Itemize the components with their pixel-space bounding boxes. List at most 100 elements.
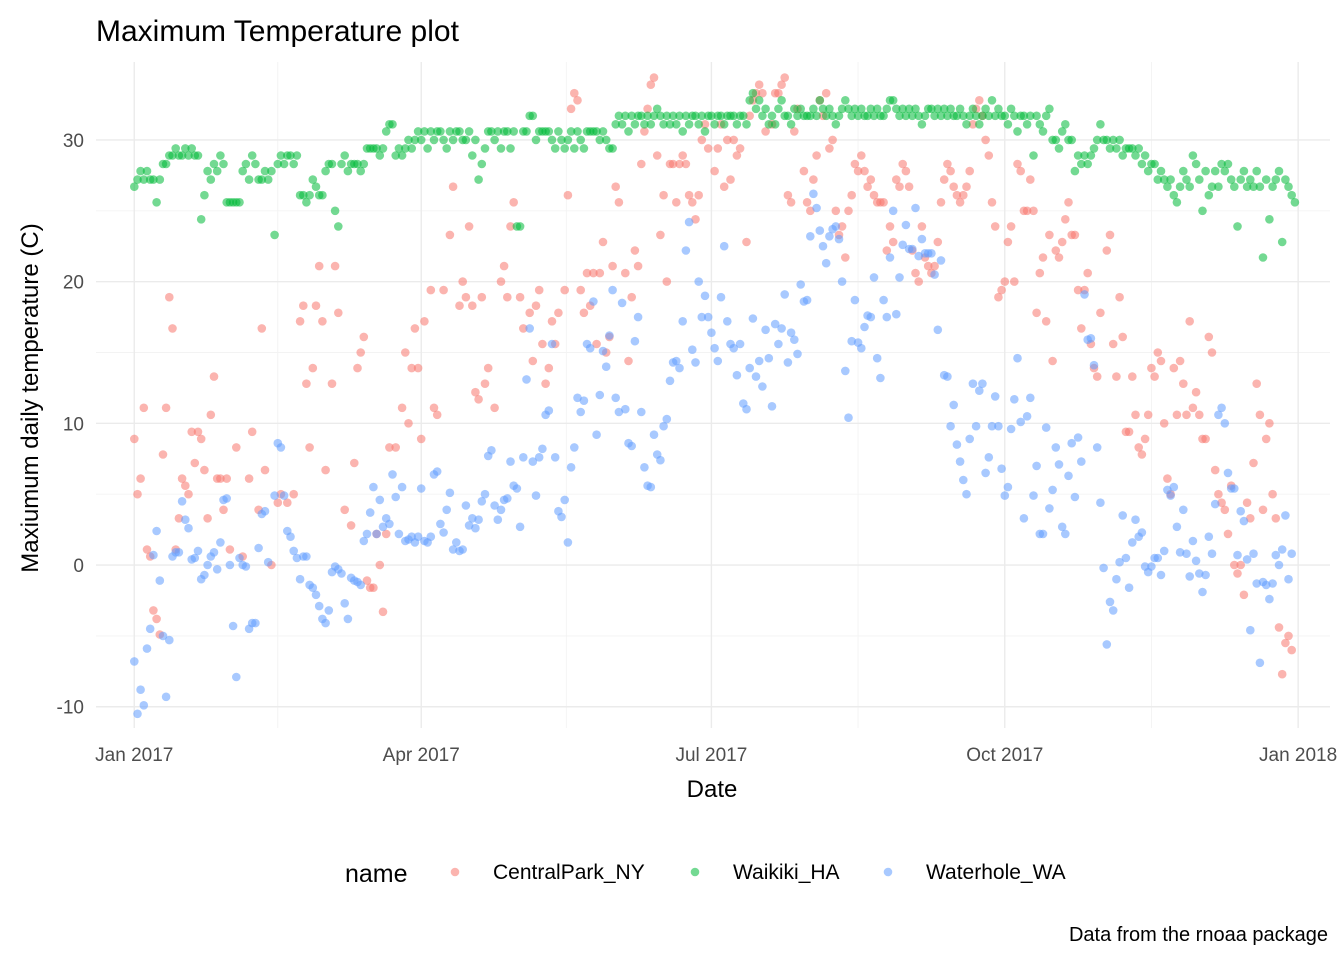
data-point <box>745 111 754 121</box>
data-point <box>716 292 726 302</box>
data-point <box>1070 166 1080 176</box>
data-point <box>130 657 139 666</box>
data-point <box>1185 572 1194 581</box>
data-point <box>1092 372 1102 381</box>
data-point <box>1246 175 1255 184</box>
data-point <box>477 159 487 169</box>
data-point <box>930 270 939 279</box>
data-point <box>595 135 605 145</box>
data-point <box>279 491 289 500</box>
data-point <box>786 120 796 129</box>
data-point <box>904 104 914 114</box>
data-point <box>968 379 978 389</box>
data-point <box>1041 317 1051 326</box>
data-point <box>904 182 914 191</box>
data-point <box>652 104 662 114</box>
data-point <box>570 443 579 452</box>
data-point <box>299 301 308 311</box>
data-point <box>362 576 372 585</box>
y-tick-label: 10 <box>63 414 84 435</box>
data-point <box>1255 182 1265 191</box>
data-point <box>161 403 171 413</box>
data-point <box>1026 393 1035 403</box>
x-tick-label: Jan 2017 <box>95 745 173 766</box>
data-point <box>895 182 904 191</box>
data-point <box>512 484 522 493</box>
y-axis-ticks: -10 0 10 20 30 <box>57 131 84 719</box>
data-point <box>697 312 707 322</box>
data-point <box>694 190 703 200</box>
data-point <box>130 182 139 191</box>
data-point <box>206 175 216 184</box>
data-point <box>196 434 206 444</box>
data-point <box>241 562 251 571</box>
data-point <box>1102 246 1112 255</box>
x-tick-label: Oct 2017 <box>966 745 1043 766</box>
data-point <box>1265 215 1274 224</box>
data-point <box>1274 623 1284 632</box>
data-point <box>1210 499 1220 509</box>
data-point <box>416 484 426 493</box>
data-point <box>1086 334 1096 343</box>
data-point <box>158 631 168 641</box>
legend-label: CentralPark_NY <box>493 861 645 884</box>
data-point <box>283 498 292 508</box>
data-point <box>378 607 388 617</box>
data-point <box>668 159 678 169</box>
data-point <box>1115 557 1124 567</box>
data-point <box>244 175 254 184</box>
data-point <box>872 104 882 114</box>
data-point <box>1223 529 1233 539</box>
data-point <box>375 151 385 160</box>
data-point <box>193 427 203 437</box>
data-point <box>1198 206 1207 216</box>
data-point <box>184 523 193 533</box>
data-point <box>1022 412 1032 421</box>
data-point <box>952 440 962 449</box>
data-point <box>506 144 515 153</box>
data-point <box>1220 419 1230 428</box>
data-point <box>305 443 314 452</box>
data-point <box>212 166 222 176</box>
data-point <box>630 120 640 129</box>
data-point <box>777 80 786 89</box>
data-point <box>1242 498 1252 508</box>
data-point <box>589 268 598 278</box>
data-point <box>385 519 394 529</box>
data-point <box>828 111 837 121</box>
data-point <box>1137 159 1147 169</box>
data-point <box>487 127 496 136</box>
data-point <box>825 232 834 241</box>
data-point <box>477 292 487 302</box>
data-point <box>831 222 841 231</box>
data-point <box>1118 151 1127 160</box>
data-point <box>888 96 898 105</box>
data-point <box>270 491 279 500</box>
data-point <box>193 151 203 160</box>
data-point <box>815 226 825 235</box>
data-point <box>474 175 483 184</box>
data-point <box>656 111 665 121</box>
data-point <box>936 198 946 207</box>
data-point <box>662 111 672 121</box>
data-point <box>1156 166 1166 176</box>
data-point <box>327 159 337 169</box>
data-point <box>177 497 187 506</box>
data-point <box>541 379 550 389</box>
data-point <box>515 222 525 231</box>
data-point <box>955 457 965 466</box>
data-point <box>847 190 856 200</box>
data-point <box>732 151 742 160</box>
data-point <box>308 583 318 592</box>
data-point <box>821 88 831 98</box>
data-point <box>1089 360 1099 370</box>
data-point <box>570 88 579 98</box>
data-point <box>774 339 783 349</box>
data-point <box>598 346 608 356</box>
data-point <box>528 457 538 466</box>
data-point <box>1041 111 1051 121</box>
data-point <box>407 144 417 153</box>
data-point <box>1281 175 1290 184</box>
data-point <box>697 135 707 145</box>
data-point <box>1102 640 1112 649</box>
